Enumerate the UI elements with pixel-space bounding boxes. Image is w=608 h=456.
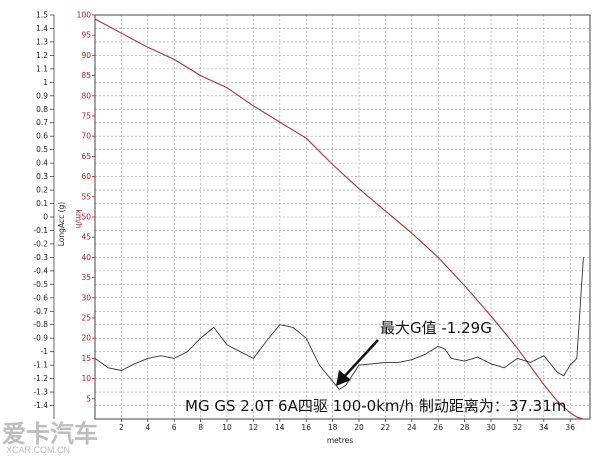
x-tick-label: 6 (172, 423, 177, 432)
x-axis-label: metres (327, 436, 353, 445)
grid (95, 14, 590, 419)
x-tick-label: 4 (145, 423, 150, 432)
left-tick-label: 1.1 (36, 64, 48, 73)
right-tick-label: 60 (81, 172, 91, 181)
x-tick-label: 8 (198, 423, 203, 432)
left-tick-label: -1.2 (33, 374, 48, 383)
left-tick-label: -1 (41, 347, 49, 356)
left-tick-label: -0.6 (33, 293, 48, 302)
left-tick-label: 0 (43, 213, 48, 222)
right-tick-label: 70 (81, 132, 91, 141)
right-tick-label: 95 (81, 31, 91, 40)
right-tick-label: 15 (81, 354, 91, 363)
x-tick-label: 16 (301, 423, 311, 432)
acceleration-series-line (94, 257, 584, 390)
left-tick-label: 0.7 (36, 118, 48, 127)
left-tick-label: 0.2 (36, 186, 48, 195)
left-tick-label: 0.3 (36, 172, 48, 181)
x-tick-label: 20 (354, 423, 364, 432)
left-tick-label: -1.4 (33, 401, 48, 410)
right-tick-label: 55 (81, 192, 91, 201)
x-tick-label: 36 (565, 423, 575, 432)
left-tick-label: -0.5 (33, 280, 48, 289)
left-tick-label: -0.3 (33, 253, 48, 262)
x-tick-label: 22 (381, 423, 391, 432)
right-tick-label: 65 (81, 152, 91, 161)
left-tick-label: -0.8 (33, 320, 48, 329)
right-tick-label: 35 (81, 273, 91, 282)
speed-series-line (94, 18, 584, 420)
left-tick-label: 1 (43, 78, 48, 87)
x-tick-label: 18 (328, 423, 338, 432)
left-tick-label: 0.8 (36, 105, 48, 114)
right-tick-label: 5 (86, 394, 91, 403)
left-tick-label: -1.3 (33, 388, 48, 397)
right-axis-label: km/h (74, 210, 83, 229)
braking-distance-annotation: MG GS 2.0T 6A四驱 100-0km/h 制动距离为：37.31m (185, 397, 566, 415)
left-tick-label: 0.6 (36, 132, 48, 141)
max-g-annotation: 最大G值 -1.29G (380, 319, 492, 337)
x-tick-label: 2 (119, 423, 124, 432)
left-tick-label: -0.2 (33, 239, 48, 248)
left-tick-label: 1.3 (36, 37, 48, 46)
x-tick-label: 30 (486, 423, 496, 432)
x-tick-label: 14 (275, 423, 285, 432)
x-tick-label: 26 (433, 423, 443, 432)
right-tick-label: 40 (81, 253, 91, 262)
annotation-arrow (342, 339, 379, 379)
axis-ticks: 2 4 6 8 10 12 14 16 18 20 22 24 26 28 30 32 34 361.51.41.… (33, 11, 575, 433)
left-tick-label: 0.5 (36, 145, 48, 154)
series (94, 18, 584, 420)
x-tick-label: 34 (539, 423, 549, 432)
x-tick-label: 28 (460, 423, 470, 432)
right-tick-label: 30 (81, 293, 91, 302)
left-tick-label: -0.7 (33, 307, 48, 316)
right-tick-label: 25 (81, 314, 91, 323)
left-tick-label: -0.1 (33, 226, 48, 235)
right-tick-label: 10 (81, 374, 91, 383)
left-tick-label: 0.9 (36, 91, 48, 100)
right-tick-label: 85 (81, 71, 91, 80)
x-tick-label: 24 (407, 423, 417, 432)
left-tick-label: -1.1 (33, 361, 48, 370)
annotations: 最大G值 -1.29G MG GS 2.0T 6A四驱 100-0km/h 制动… (185, 319, 566, 415)
left-tick-label: 0.4 (36, 159, 48, 168)
left-tick-label: -0.4 (33, 266, 48, 275)
annotation-arrowhead (336, 370, 351, 386)
right-tick-label: 20 (81, 334, 91, 343)
right-tick-label: 100 (77, 11, 92, 20)
x-tick-label: 10 (222, 423, 232, 432)
right-tick-label: 90 (81, 51, 91, 60)
left-tick-label: 1.4 (36, 24, 48, 33)
left-tick-label: -0.9 (33, 334, 48, 343)
right-tick-label: 45 (81, 233, 91, 242)
watermark-url: XCAR.COM.CN (6, 445, 70, 455)
right-tick-label: 50 (81, 213, 91, 222)
left-tick-label: 1.5 (36, 11, 48, 20)
right-tick-label: 75 (81, 112, 91, 121)
left-tick-label: 0.1 (36, 199, 48, 208)
watermark-logo: 爱卡汽车 (2, 420, 98, 448)
left-tick-label: 1.2 (36, 51, 48, 60)
x-tick-label: 12 (249, 423, 259, 432)
x-tick-label: 32 (513, 423, 523, 432)
left-axis-label: LongAcc (g) (57, 202, 66, 246)
watermark: 爱卡汽车 XCAR.COM.CN (2, 420, 98, 455)
right-tick-label: 80 (81, 91, 91, 100)
